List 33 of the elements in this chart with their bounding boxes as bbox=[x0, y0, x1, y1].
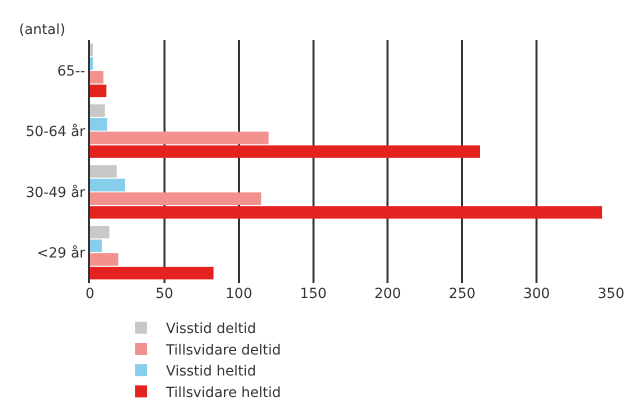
bar bbox=[90, 70, 104, 84]
bar bbox=[90, 206, 602, 219]
x-tick-label: 200 bbox=[374, 286, 402, 302]
legend-label: Tillsvidare heltid bbox=[165, 384, 281, 401]
bar bbox=[90, 104, 105, 117]
x-tick-label: 150 bbox=[300, 286, 327, 302]
y-tick-label: <29 år bbox=[36, 244, 86, 262]
legend-label: Tillsvidare deltid bbox=[165, 342, 281, 358]
bar bbox=[90, 266, 214, 280]
bar bbox=[90, 57, 93, 70]
y-tick-label: 50-64 år bbox=[26, 123, 86, 140]
bar bbox=[90, 84, 106, 98]
bar bbox=[90, 44, 93, 56]
text: (antal) bbox=[19, 22, 66, 38]
x-tick-label: 300 bbox=[523, 286, 550, 302]
x-tick-label: 100 bbox=[225, 286, 252, 302]
bar bbox=[90, 253, 118, 266]
x-tick-label: 50 bbox=[156, 286, 174, 302]
bar bbox=[90, 145, 480, 158]
y-tick-label: 30-49 år bbox=[26, 184, 86, 201]
x-tick-label: 0 bbox=[86, 286, 94, 302]
bar bbox=[90, 178, 125, 192]
bar bbox=[90, 118, 108, 131]
x-tick-label: 350 bbox=[598, 286, 624, 302]
bar bbox=[90, 226, 110, 238]
bar bbox=[90, 192, 262, 205]
bar bbox=[90, 165, 117, 178]
bar bbox=[90, 240, 102, 252]
legend-label: Visstid heltid bbox=[166, 364, 256, 380]
y-tick-label: 65-- bbox=[57, 63, 86, 80]
x-tick-label: 250 bbox=[448, 286, 476, 302]
bar bbox=[90, 132, 269, 144]
legend-label: Visstid deltid bbox=[166, 321, 256, 338]
